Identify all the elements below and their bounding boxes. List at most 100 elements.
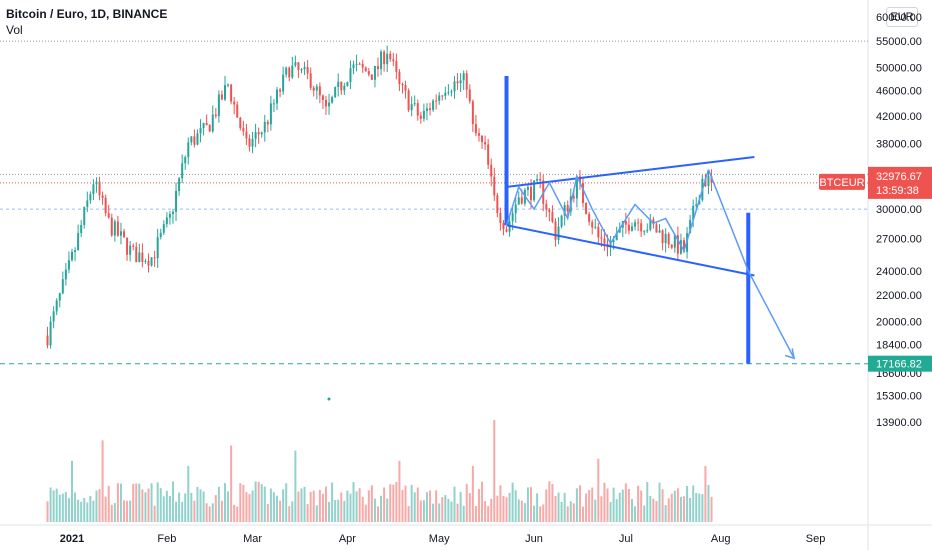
- volume-bar: [695, 493, 698, 522]
- y-tick-label: 55000.00: [876, 36, 922, 48]
- candle-body: [113, 221, 116, 236]
- candle-body: [630, 226, 633, 231]
- volume-bar: [328, 501, 331, 522]
- candle-body: [104, 197, 107, 214]
- volume-bar: [141, 489, 144, 522]
- candle-body: [377, 66, 379, 69]
- candle-body: [441, 95, 444, 97]
- volume-bar: [438, 503, 441, 522]
- candle-body: [429, 108, 432, 110]
- volume-bar: [135, 483, 138, 522]
- volume-bar: [432, 503, 435, 522]
- candle-body: [297, 62, 300, 70]
- volume-bar: [202, 491, 205, 522]
- candle-body: [683, 240, 685, 252]
- volume-bar: [110, 504, 113, 522]
- volume-bar: [71, 460, 73, 522]
- candle-body: [367, 71, 370, 75]
- candle-body: [141, 252, 144, 262]
- volume-bar: [352, 482, 355, 522]
- volume-bar: [171, 481, 174, 522]
- volume-bar: [150, 483, 153, 522]
- volume-bar: [679, 496, 682, 522]
- candle-body: [652, 219, 655, 225]
- y-tick-label: 24000.00: [876, 266, 922, 278]
- volume-bar: [554, 495, 557, 522]
- volume-bar: [655, 501, 658, 522]
- volume-bar: [462, 505, 465, 522]
- volume-bar: [242, 484, 245, 522]
- volume-bar: [407, 506, 410, 522]
- currency-button[interactable]: EUR: [886, 7, 918, 27]
- candle-body: [627, 224, 630, 231]
- candle-body: [585, 202, 588, 214]
- candle-body: [126, 237, 129, 255]
- candle-body: [80, 224, 83, 234]
- candle-body: [514, 204, 517, 214]
- volume-bar: [520, 500, 523, 522]
- marker-dot: [327, 397, 331, 401]
- candle-body: [575, 176, 578, 199]
- volume-bar: [52, 490, 55, 522]
- volume-bar: [190, 492, 193, 522]
- volume-bar: [612, 487, 615, 522]
- candle-body: [557, 226, 560, 240]
- volume-bar: [144, 492, 147, 522]
- volume-bar: [61, 493, 64, 522]
- candle-body: [438, 95, 441, 101]
- x-tick-label: Sep: [806, 533, 826, 545]
- volume-bar: [416, 487, 419, 522]
- volume-bar: [609, 502, 612, 522]
- candle-body: [324, 100, 327, 107]
- candle-body: [233, 101, 236, 105]
- volume-bar: [435, 490, 438, 522]
- volume-bar: [701, 494, 704, 522]
- volume-bar: [74, 492, 77, 522]
- candle-body: [224, 85, 226, 100]
- candle-body: [484, 142, 487, 145]
- volume-bar: [511, 482, 514, 522]
- volume-bar: [542, 504, 545, 522]
- candle-body: [594, 226, 597, 228]
- candle-body: [208, 125, 211, 132]
- ticker-badge: [819, 173, 865, 190]
- candle-body: [634, 222, 637, 227]
- volume-bar: [474, 505, 477, 522]
- candle-body: [566, 205, 569, 212]
- x-tick-label: Apr: [339, 533, 356, 545]
- volume-bar: [468, 493, 471, 522]
- volume-bar: [624, 483, 627, 522]
- candle-body: [640, 223, 643, 232]
- candle-body: [545, 203, 548, 210]
- candle-body: [477, 133, 480, 136]
- volume-bar: [539, 506, 542, 522]
- volume-bar: [588, 490, 591, 522]
- volume-bar: [285, 483, 288, 522]
- volume-bar: [95, 490, 98, 522]
- volume-bar: [523, 503, 526, 522]
- candle-body: [74, 250, 77, 252]
- candle-body: [334, 87, 337, 98]
- candle-body: [64, 269, 67, 280]
- candle-body: [637, 222, 640, 224]
- candle-body: [294, 62, 297, 66]
- volume-bar: [401, 489, 404, 522]
- volume-bar: [597, 458, 600, 522]
- volume-bar: [563, 492, 566, 522]
- volume-bar: [92, 500, 95, 522]
- volume-bar: [343, 500, 346, 522]
- candle-body: [551, 212, 554, 222]
- candle-body: [496, 195, 499, 213]
- candle-body: [181, 163, 184, 179]
- x-tick-label: May: [429, 533, 450, 545]
- candle-body: [380, 51, 383, 69]
- arrow-head: [784, 348, 796, 360]
- candle-body: [413, 103, 416, 105]
- volume-bar: [444, 495, 447, 522]
- y-tick-label: 42000.00: [876, 111, 922, 123]
- volume-bar: [303, 486, 306, 522]
- volume-bar: [315, 505, 318, 522]
- candle-body: [211, 114, 214, 132]
- candle-body: [383, 51, 386, 65]
